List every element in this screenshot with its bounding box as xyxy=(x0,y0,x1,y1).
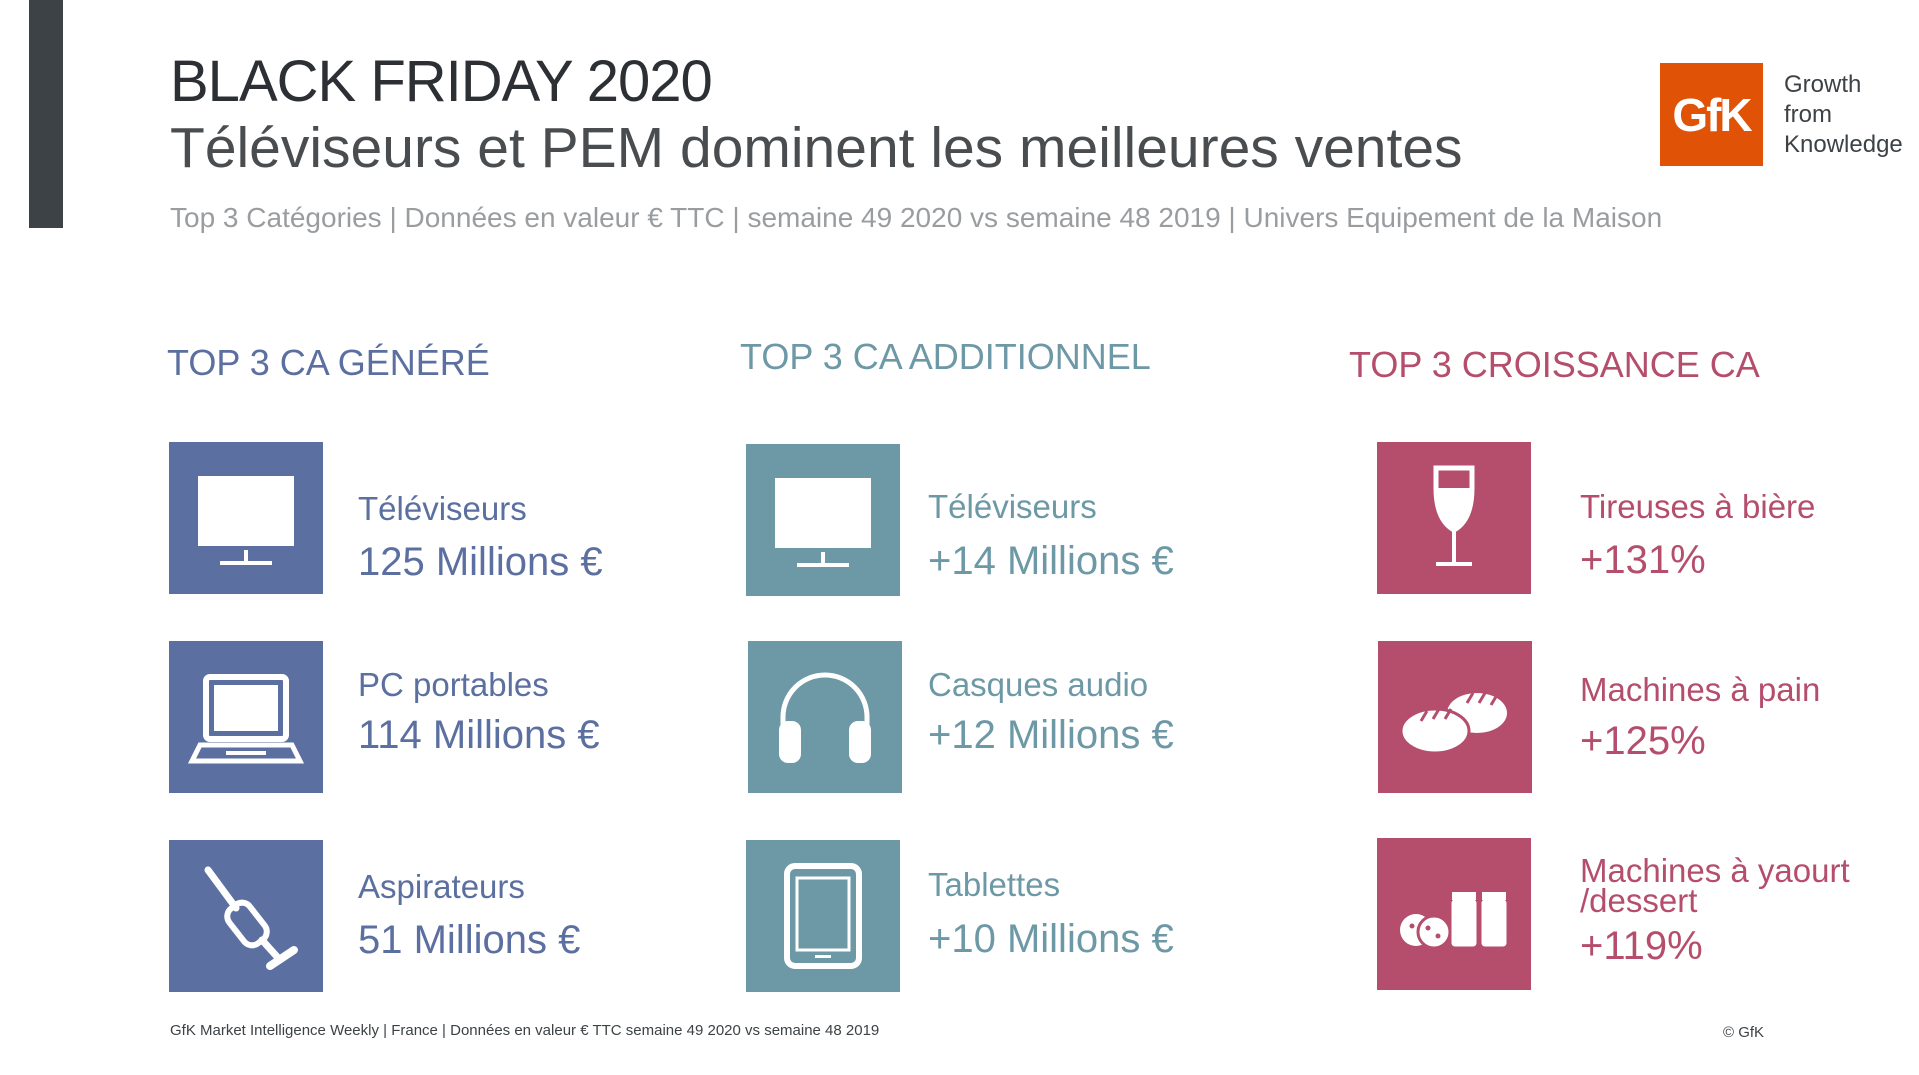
item-value: +10 Millions € xyxy=(928,917,1174,961)
page-subtitle: Téléviseurs et PEM dominent les meilleur… xyxy=(170,116,1463,180)
heading-top3-croissance-ca: TOP 3 CROISSANCE CA xyxy=(1349,344,1760,385)
footer-source: GfK Market Intelligence Weekly | France … xyxy=(170,1022,880,1039)
heading-top3-ca-additionnel: TOP 3 CA ADDITIONNEL xyxy=(740,336,1151,377)
page-title: BLACK FRIDAY 2020 xyxy=(170,49,713,114)
tagline-line: from xyxy=(1784,101,1832,128)
item-value: 114 Millions € xyxy=(358,713,600,757)
heading-top3-ca-genere: TOP 3 CA GÉNÉRÉ xyxy=(167,342,490,383)
logo-tagline: Growth from Knowledge xyxy=(1784,70,1903,160)
item-label: PC portables xyxy=(358,666,549,703)
tablet-icon xyxy=(746,840,900,992)
item-label-line2: /dessert xyxy=(1580,882,1698,919)
yogurt-jars-icon xyxy=(1377,838,1531,990)
gfk-logo: GfK xyxy=(1660,63,1763,166)
item-label: Casques audio xyxy=(928,666,1149,703)
tagline-line: Knowledge xyxy=(1784,131,1903,158)
item-label: Machines à pain xyxy=(1580,671,1821,708)
item-label: Téléviseurs xyxy=(928,488,1097,525)
item-label: Tireuses à bière xyxy=(1580,488,1816,525)
item-value: +125% xyxy=(1580,719,1706,763)
item-label: Tablettes xyxy=(928,866,1061,903)
item-value: +12 Millions € xyxy=(928,713,1174,757)
item-value: 51 Millions € xyxy=(358,918,581,962)
bread-icon xyxy=(1378,641,1532,793)
headphones-icon xyxy=(748,641,902,793)
item-value: 125 Millions € xyxy=(358,540,603,584)
television-icon xyxy=(169,442,323,594)
item-label-line1: Machines à yaourt xyxy=(1580,852,1850,889)
laptop-icon xyxy=(169,641,323,793)
copyright: © GfK xyxy=(1723,1024,1765,1041)
tagline-line: Growth xyxy=(1784,71,1862,98)
item-value: +119% xyxy=(1580,924,1703,968)
television-icon xyxy=(746,444,900,596)
beer-glass-icon xyxy=(1377,442,1531,594)
item-value: +14 Millions € xyxy=(928,539,1174,583)
item-label: Téléviseurs xyxy=(358,490,527,527)
accent-bar xyxy=(29,0,63,228)
data-description: Top 3 Catégories | Données en valeur € T… xyxy=(170,202,1663,233)
vacuum-cleaner-icon xyxy=(169,840,323,992)
item-value: +131% xyxy=(1580,538,1706,582)
item-label: Aspirateurs xyxy=(358,868,525,905)
